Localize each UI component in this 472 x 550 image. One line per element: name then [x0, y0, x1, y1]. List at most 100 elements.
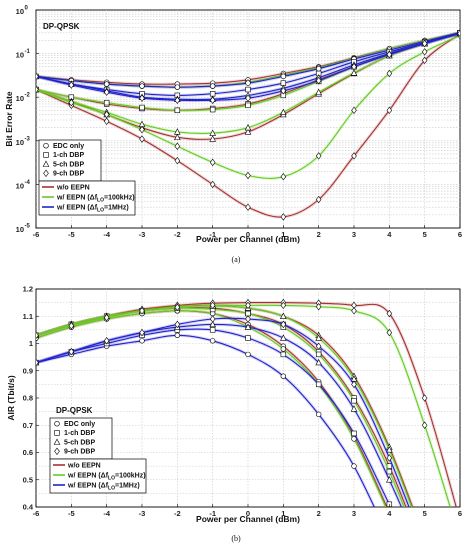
y-tick-label: 10: [16, 7, 24, 16]
legend-line-label: w/ EEPN (ΔfLO=100kHz): [67, 473, 146, 482]
legend-subscript: LO: [97, 198, 104, 204]
data-point-triangle: [244, 323, 252, 330]
data-point-diamond: [386, 50, 393, 59]
data-point-circle: [280, 373, 287, 379]
x-tick-label: 0: [246, 230, 250, 239]
data-point-square: [315, 381, 322, 388]
data-point-triangle: [386, 476, 393, 483]
data-point-diamond: [209, 158, 216, 167]
x-tick-label: 6: [458, 230, 462, 239]
panel-b-air-chart: -6 -5 -4 -3 -2 -1 0 1 2 3 4 5 6 0.4 0.5 0.6 0.7 0.8 0.9 1 1…: [6, 285, 462, 544]
data-point-diamond: [280, 213, 287, 221]
legend-b: EDC only 1-ch DBP 5-ch DBP 9-ch DBP w/o EEPN…: [49, 417, 147, 494]
legend-marker-label: EDC only: [53, 143, 84, 150]
x-tick-label: 4: [387, 230, 392, 239]
data-point-diamond: [103, 313, 110, 322]
data-point-diamond: [68, 81, 75, 89]
data-point-circle: [245, 80, 251, 86]
data-point-circle: [174, 332, 181, 339]
legend-marker-label: 1-ch DBP: [53, 152, 84, 159]
data-point-diamond: [351, 380, 357, 389]
data-point-triangle: [386, 446, 393, 453]
y-tick-label: 0.9: [23, 366, 33, 375]
x-ticks-a: -6 -5 -4 -3 -2 -1 0 1 2 3 4 5 6: [33, 225, 462, 239]
series-lines: [36, 29, 460, 221]
data-point-circle: [245, 351, 251, 358]
x-tick-label: 6: [458, 509, 462, 518]
legend-line-label: w/ EEPN (ΔfLO=1MHz): [67, 483, 140, 492]
data-point-circle: [139, 83, 145, 89]
data-point-diamond: [421, 394, 428, 402]
y-tick-label: 0.4: [23, 503, 34, 512]
data-point-diamond: [103, 110, 110, 119]
legend-marker-label: 9-ch DBP: [53, 171, 84, 178]
data-point-diamond: [280, 87, 287, 95]
data-point-diamond: [457, 29, 460, 38]
data-point-triangle: [315, 334, 322, 341]
legend-square-marker: [43, 152, 49, 158]
legend-line-label: w/o EEPN: [67, 463, 101, 470]
x-tick-label: 1: [281, 230, 285, 239]
data-point-square: [209, 106, 216, 113]
data-point-diamond: [386, 454, 393, 462]
x-tick-label: -5: [68, 230, 75, 239]
y-tick-exponent: -4: [25, 180, 31, 186]
data-point-diamond: [421, 48, 428, 56]
data-point-triangle: [315, 88, 322, 95]
data-point-circle: [103, 81, 110, 87]
x-tick-label: 3: [352, 230, 356, 239]
data-point-triangle: [280, 334, 287, 341]
data-point-circle: [351, 436, 357, 442]
data-point-diamond: [351, 63, 357, 71]
data-point-circle: [351, 463, 357, 469]
legend-line-box: [49, 458, 147, 494]
legend-marker-label: 5-ch DBP: [53, 161, 84, 168]
series-lines: [36, 298, 458, 507]
data-point-triangle: [174, 133, 181, 141]
data-point-diamond: [139, 135, 145, 143]
data-point-circle: [280, 346, 287, 352]
y-tick-label: 10: [16, 225, 24, 234]
data-point-triangle: [315, 358, 322, 366]
data-point-square: [139, 104, 145, 111]
legend-suffix: =100kHz): [115, 473, 146, 480]
data-point-square: [280, 351, 287, 358]
data-point-diamond: [351, 307, 357, 315]
data-point-square: [315, 351, 322, 358]
data-point-diamond: [245, 315, 251, 323]
x-tick-label: -2: [174, 230, 181, 239]
data-point-triangle: [244, 128, 252, 135]
data-point-circle: [209, 83, 216, 89]
data-point-diamond: [315, 342, 322, 350]
legend-marker-label: 1-ch DBP: [64, 430, 95, 437]
y-tick-exponent: 0: [25, 6, 29, 12]
x-tick-label: 5: [423, 230, 427, 239]
data-point-diamond: [103, 88, 110, 96]
data-point-circle: [315, 411, 322, 418]
data-point-square: [209, 327, 216, 333]
data-point-square: [174, 107, 181, 114]
y-tick-label: 1.1: [23, 312, 33, 321]
series-group-b: [36, 298, 458, 507]
legend-subscript: LO: [97, 208, 104, 214]
data-point-square: [245, 335, 251, 341]
data-point-diamond: [139, 94, 145, 102]
data-point-diamond: [386, 309, 393, 318]
data-point-triangle: [209, 135, 216, 142]
y-tick-exponent: -5: [25, 224, 31, 230]
legend-diamond-marker: [43, 169, 49, 177]
legend-line-label: w/o EEPN: [56, 185, 90, 192]
data-point-triangle: [174, 128, 181, 135]
legend-suffix: =100kHz): [104, 195, 135, 202]
data-point-diamond: [209, 315, 216, 323]
data-point-diamond: [103, 117, 110, 126]
panel-a-ber-chart: -6 -5 -4 -3 -2 -1 0 1 2 3 4 5 6 10-510-410-310-210-1…: [4, 6, 462, 265]
data-point-diamond: [36, 358, 39, 367]
legend-circle-marker: [43, 143, 49, 149]
data-point-diamond: [280, 173, 287, 181]
data-point-diamond: [36, 72, 39, 81]
x-tick-label: -2: [174, 509, 181, 518]
x-tick-label: -1: [209, 230, 216, 239]
panel-a-caption: (a): [232, 255, 241, 264]
